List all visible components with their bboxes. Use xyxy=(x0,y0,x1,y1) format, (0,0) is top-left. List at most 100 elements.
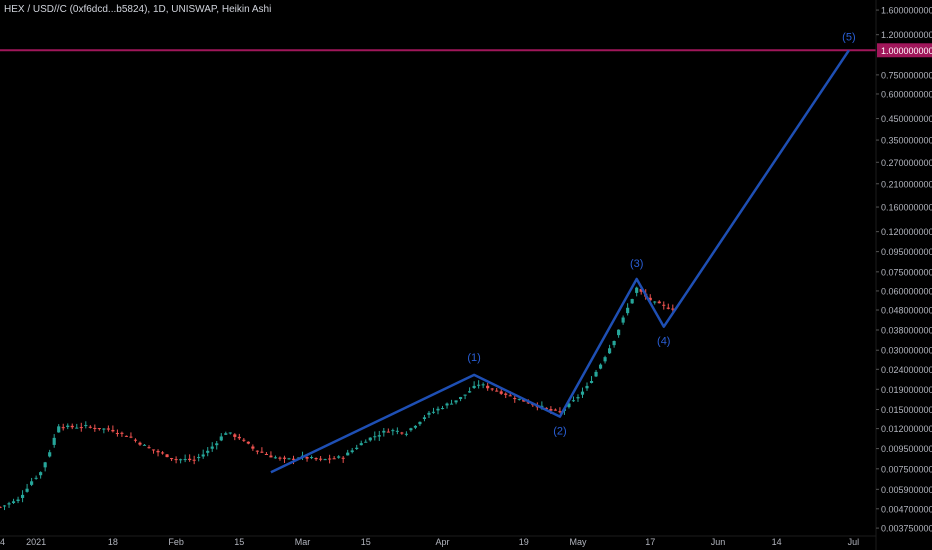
candle-body xyxy=(440,408,445,410)
candle-body xyxy=(251,446,255,449)
candle-body xyxy=(468,391,472,393)
wave-path[interactable] xyxy=(270,49,850,474)
wave-label: (2) xyxy=(553,426,566,438)
candle-body xyxy=(522,399,526,402)
candle-body xyxy=(373,436,377,438)
candle-body xyxy=(486,385,490,389)
time-tick-label: Mar xyxy=(295,537,311,547)
candle-body xyxy=(16,499,20,502)
candle-body xyxy=(368,437,372,441)
candle-body xyxy=(671,308,675,310)
candle-body xyxy=(124,435,129,437)
candle-body xyxy=(657,301,661,304)
candle-body xyxy=(111,429,115,432)
candle-body xyxy=(228,432,232,434)
candle-body xyxy=(52,437,56,445)
candle-body xyxy=(201,454,205,457)
candle-body xyxy=(2,505,7,507)
candle-body xyxy=(517,398,521,400)
candle-body xyxy=(138,442,142,445)
candle-body xyxy=(156,450,160,453)
candle-body xyxy=(147,447,151,449)
candle-body xyxy=(75,427,79,429)
candle-body xyxy=(364,441,368,443)
candle-body xyxy=(120,432,124,434)
candle-body xyxy=(179,459,183,461)
target-price-badge xyxy=(877,43,932,58)
candle-body xyxy=(630,299,634,304)
candle-body xyxy=(612,341,616,346)
time-tick-label: 17 xyxy=(645,537,655,547)
candle-body xyxy=(477,384,481,386)
candle-body xyxy=(183,459,187,461)
wave-label: (4) xyxy=(657,336,670,348)
time-axis[interactable]: 4 2021 18 Feb 15 Mar 15 Apr 19 May 17 Jun 14 Jul xyxy=(0,535,876,547)
candle-body xyxy=(621,317,625,323)
candle-body xyxy=(585,385,589,389)
candle-body xyxy=(436,408,440,411)
candle-body xyxy=(287,458,291,460)
candle-body xyxy=(617,329,621,336)
time-tick-label: 4 xyxy=(0,537,5,547)
time-tick-label: May xyxy=(569,537,587,547)
candle-body xyxy=(309,457,314,459)
candle-body xyxy=(215,443,219,446)
candle-body xyxy=(93,427,97,429)
candle-body xyxy=(57,426,61,433)
candle-body xyxy=(188,458,192,461)
candle-body xyxy=(418,421,422,425)
candle-body xyxy=(386,431,390,433)
candle-body xyxy=(481,384,485,386)
candle-body xyxy=(598,364,603,369)
candle-body xyxy=(260,451,264,453)
candle-body xyxy=(594,371,598,377)
candle-body xyxy=(449,403,454,405)
candle-body xyxy=(210,446,214,449)
candle-body xyxy=(576,397,580,399)
time-tick-label: Jul xyxy=(848,537,860,547)
candle-body xyxy=(291,458,296,460)
candle-body xyxy=(115,433,119,435)
candle-body xyxy=(273,457,278,459)
candle-body xyxy=(25,488,29,492)
candle-body xyxy=(88,426,92,428)
candle-body xyxy=(174,459,178,461)
candle-body xyxy=(526,402,530,404)
candle-body xyxy=(278,457,282,459)
candle-body xyxy=(431,411,436,413)
candle-body xyxy=(106,428,110,430)
candle-body xyxy=(133,439,138,441)
candle-body xyxy=(206,450,210,453)
elliott-wave[interactable]: (1) (2) (3) (4) (5) xyxy=(270,31,856,474)
candle-body xyxy=(219,436,223,441)
candle-body xyxy=(504,393,508,395)
candle-body xyxy=(382,430,386,433)
candle-body xyxy=(197,457,201,459)
wave-label: (3) xyxy=(630,258,643,270)
candle-body xyxy=(255,450,259,452)
candle-body xyxy=(662,304,666,306)
candle-body xyxy=(246,441,250,444)
candle-body xyxy=(508,395,512,397)
time-tick-label: Jun xyxy=(711,537,726,547)
candle-body xyxy=(608,348,612,354)
candle-body xyxy=(48,452,52,457)
candle-body xyxy=(39,472,43,476)
candle-body xyxy=(233,434,237,437)
